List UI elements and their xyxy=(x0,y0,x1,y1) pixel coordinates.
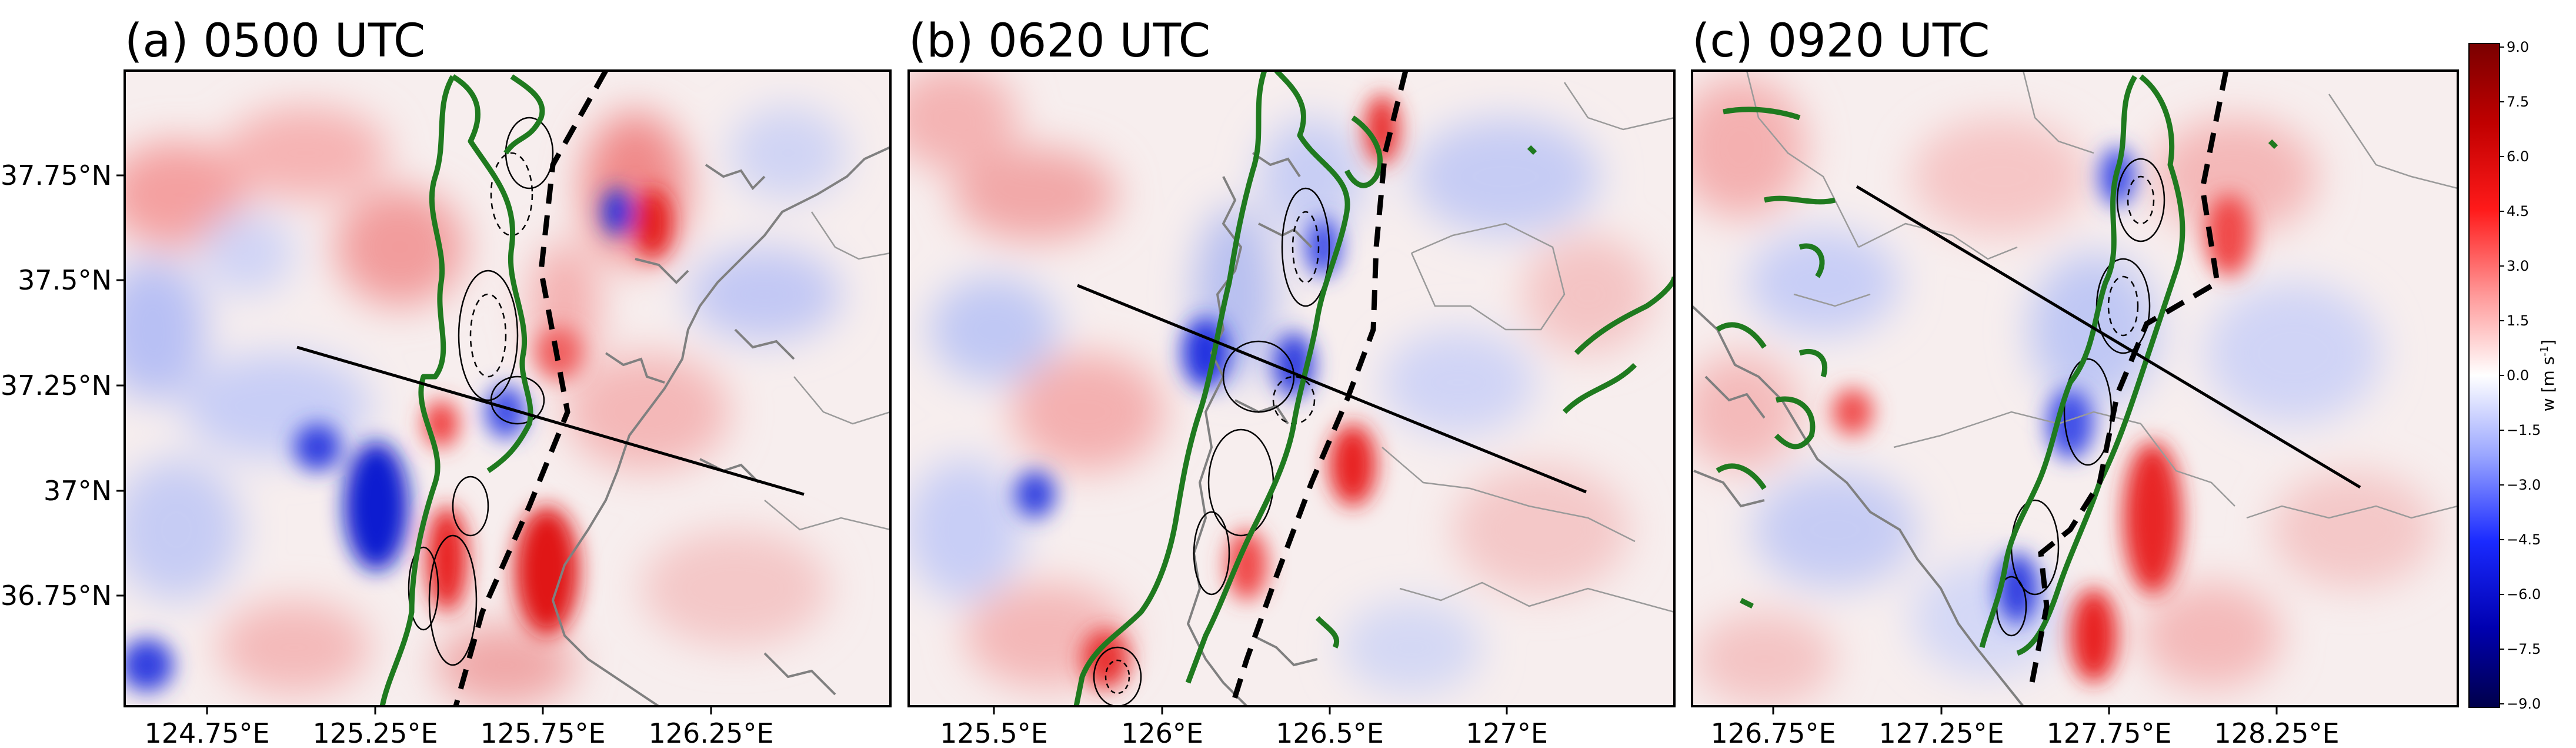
panel-a-frame xyxy=(124,69,892,707)
panel-c-cross-section xyxy=(1856,185,2361,489)
panel-a-coastline xyxy=(551,146,890,706)
panel-a-ytick-label: 37°N xyxy=(44,475,112,507)
colorbar-tick-label: −1.5 xyxy=(2507,422,2541,438)
colorbar-label: w [m s-1] xyxy=(2538,340,2558,411)
panel-c-coastline xyxy=(1692,305,2024,706)
panel-a-ytick-label: 37.5°N xyxy=(18,264,112,296)
panel-a-yticks: 37.75°N 37.5°N 37.25°N 37°N 36.75°N xyxy=(1,159,125,611)
panel-c-xtick-label: 127.25°E xyxy=(1878,717,2004,748)
panel-b: (b) 0620 UTC xyxy=(907,15,1676,748)
panel-a-xtick-label: 126.25°E xyxy=(648,717,773,748)
panel-a-ytick-label: 36.75°N xyxy=(1,580,112,611)
panel-a-cloud-boundary xyxy=(379,74,545,706)
colorbar-tick-label: −3.0 xyxy=(2507,477,2541,493)
colorbar-tick-label: −4.5 xyxy=(2507,531,2541,548)
colorbar-tick-label: 3.0 xyxy=(2507,258,2529,274)
panel-c-map xyxy=(1692,71,2458,706)
panel-c-xtick-label: 127.75°E xyxy=(2046,717,2171,748)
panel-c-xticks: 126.75°E 127.25°E 127.75°E 128.25°E xyxy=(1710,706,2340,748)
panel-a-xtick-label: 124.75°E xyxy=(144,717,269,748)
panel-b-xticks: 125.5°E 126°E 126.5°E 127°E xyxy=(940,706,1548,748)
panel-a-w-strong xyxy=(125,188,672,692)
colorbar-tick-label: 4.5 xyxy=(2507,203,2529,220)
panel-a: (a) 0500 UTC xyxy=(1,15,892,748)
panel-b-w-strong xyxy=(1015,94,1400,689)
panel-a-xticks: 124.75°E 125.25°E 125.75°E 126.25°E xyxy=(144,706,774,748)
panel-c-provinces xyxy=(1746,71,2458,519)
colorbar-tick-label: −6.0 xyxy=(2507,586,2541,603)
panel-b-xtick-label: 125.5°E xyxy=(940,717,1048,748)
panel-c-xtick-label: 126.75°E xyxy=(1710,717,1836,748)
colorbar-ticks: 9.0 7.5 6.0 4.5 3.0 1.5 0.0 −1.5 −3.0 −4.5 −6.0 −7.… xyxy=(2500,39,2541,712)
panel-b-front xyxy=(1229,71,1409,706)
panel-a-cross-section xyxy=(296,345,805,496)
colorbar-tick-label: 1.5 xyxy=(2507,313,2529,329)
panel-c-cloud-boundary xyxy=(1716,74,2278,656)
panel-b-coastline xyxy=(1186,152,1318,706)
panel-b-provinces xyxy=(1382,82,1674,613)
colorbar-gradient xyxy=(2468,43,2500,708)
colorbar-tick-label: −9.0 xyxy=(2507,696,2541,712)
panel-b-title: (b) 0620 UTC xyxy=(909,15,1210,68)
panel-c-w-strong xyxy=(1832,147,2253,683)
colorbar-tick-label: 0.0 xyxy=(2507,367,2529,384)
panel-a-xtick-label: 125.75°E xyxy=(480,717,605,748)
panel-b-cross-section xyxy=(1077,284,1587,494)
colorbar-tick-label: 6.0 xyxy=(2507,148,2529,165)
panel-c-xtick-label: 128.25°E xyxy=(2214,717,2339,748)
panel-a-provinces xyxy=(764,211,890,531)
panel-b-cloud-boundary xyxy=(1073,71,1674,706)
panel-a-ytick-label: 37.25°N xyxy=(1,370,112,401)
panel-a-map xyxy=(125,71,890,706)
panel-b-xtick-label: 127°E xyxy=(1466,717,1548,748)
panel-c-front xyxy=(2029,71,2229,683)
panel-b-xtick-label: 126.5°E xyxy=(1276,717,1384,748)
panel-b-w-field xyxy=(909,71,1653,694)
panel-a-xtick-label: 125.25°E xyxy=(312,717,438,748)
colorbar: 9.0 7.5 6.0 4.5 3.0 1.5 0.0 −1.5 −3.0 −4.5 −6.0 −7.… xyxy=(2468,39,2558,712)
colorbar-tick-label: −7.5 xyxy=(2507,641,2541,657)
panel-b-frame xyxy=(907,69,1676,707)
panel-c-frame xyxy=(1691,69,2459,707)
panel-a-title: (a) 0500 UTC xyxy=(125,15,425,68)
colorbar-tick-label: 9.0 xyxy=(2507,39,2529,55)
panel-b-map xyxy=(909,71,1674,706)
panel-a-w-contours xyxy=(408,117,554,666)
panel-a-front xyxy=(453,71,608,706)
panel-b-xtick-label: 126°E xyxy=(1121,717,1203,748)
panel-a-ytick-label: 37.75°N xyxy=(1,159,112,191)
colorbar-tick-label: 7.5 xyxy=(2507,94,2529,110)
panel-c: (c) 0920 UTC xyxy=(1691,15,2459,748)
panel-c-title: (c) 0920 UTC xyxy=(1692,15,1990,68)
